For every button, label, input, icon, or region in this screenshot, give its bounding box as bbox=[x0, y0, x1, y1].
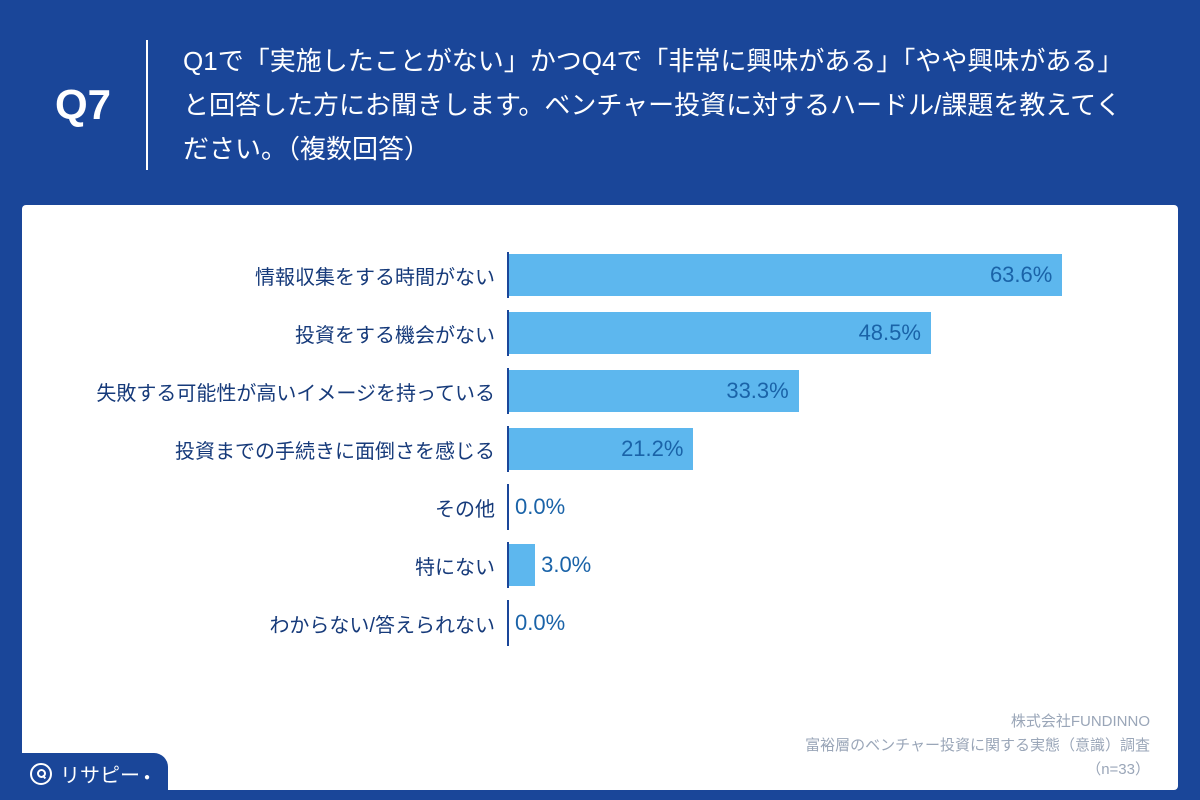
bar-label: 投資をする機会がない bbox=[82, 319, 507, 348]
brand-badge: リサピー ● bbox=[16, 753, 168, 792]
chart-row: 情報収集をする時間がない 63.6% bbox=[82, 250, 1118, 300]
chart-card: 情報収集をする時間がない 63.6% 投資をする機会がない 48.5% 失敗する可能性が… bbox=[22, 205, 1178, 790]
bar-label: 特にない bbox=[82, 551, 507, 580]
bar-track: 33.3% bbox=[507, 368, 1118, 414]
bar-label: わからない/答えられない bbox=[82, 609, 507, 638]
question-number: Q7 bbox=[55, 81, 146, 129]
bar-track: 0.0% bbox=[507, 484, 1118, 530]
credit-sample: （n=33） bbox=[805, 758, 1150, 782]
bar-fill bbox=[509, 254, 1062, 296]
bar-track: 21.2% bbox=[507, 426, 1118, 472]
bar-value: 3.0% bbox=[541, 552, 591, 578]
chart-row: 投資までの手続きに面倒さを感じる 21.2% bbox=[82, 424, 1118, 474]
bar-track: 0.0% bbox=[507, 600, 1118, 646]
bar-track: 63.6% bbox=[507, 252, 1118, 298]
chart-row: 失敗する可能性が高いイメージを持っている 33.3% bbox=[82, 366, 1118, 416]
bar-value: 33.3% bbox=[726, 378, 788, 404]
credit-company: 株式会社FUNDINNO bbox=[805, 710, 1150, 734]
chart-row: 特にない 3.0% bbox=[82, 540, 1118, 590]
brand-dot-icon: ● bbox=[144, 772, 150, 783]
bar-label: 情報収集をする時間がない bbox=[82, 261, 507, 290]
bar-fill bbox=[509, 544, 535, 586]
bar-value: 0.0% bbox=[515, 494, 565, 520]
bar-value: 48.5% bbox=[859, 320, 921, 346]
question-text: Q1で「実施したことがない」かつQ4で「非常に興味がある」「やや興味がある」と回… bbox=[148, 39, 1140, 172]
question-header: Q7 Q1で「実施したことがない」かつQ4で「非常に興味がある」「やや興味がある… bbox=[0, 0, 1200, 205]
bar-value: 21.2% bbox=[621, 436, 683, 462]
source-credits: 株式会社FUNDINNO 富裕層のベンチャー投資に関する実態（意識）調査 （n=… bbox=[805, 710, 1150, 782]
bar-label: 失敗する可能性が高いイメージを持っている bbox=[82, 377, 507, 406]
bar-track: 48.5% bbox=[507, 310, 1118, 356]
brand-name: リサピー bbox=[60, 759, 140, 788]
bar-value: 0.0% bbox=[515, 610, 565, 636]
chart-row: わからない/答えられない 0.0% bbox=[82, 598, 1118, 648]
bar-label: 投資までの手続きに面倒さを感じる bbox=[82, 435, 507, 464]
chart-row: 投資をする機会がない 48.5% bbox=[82, 308, 1118, 358]
bar-chart: 情報収集をする時間がない 63.6% 投資をする機会がない 48.5% 失敗する可能性が… bbox=[82, 250, 1118, 648]
chart-row: その他 0.0% bbox=[82, 482, 1118, 532]
bar-value: 63.6% bbox=[990, 262, 1052, 288]
bar-label: その他 bbox=[82, 493, 507, 522]
credit-survey: 富裕層のベンチャー投資に関する実態（意識）調査 bbox=[805, 734, 1150, 758]
brand-logo-icon bbox=[30, 763, 52, 785]
bar-track: 3.0% bbox=[507, 542, 1118, 588]
